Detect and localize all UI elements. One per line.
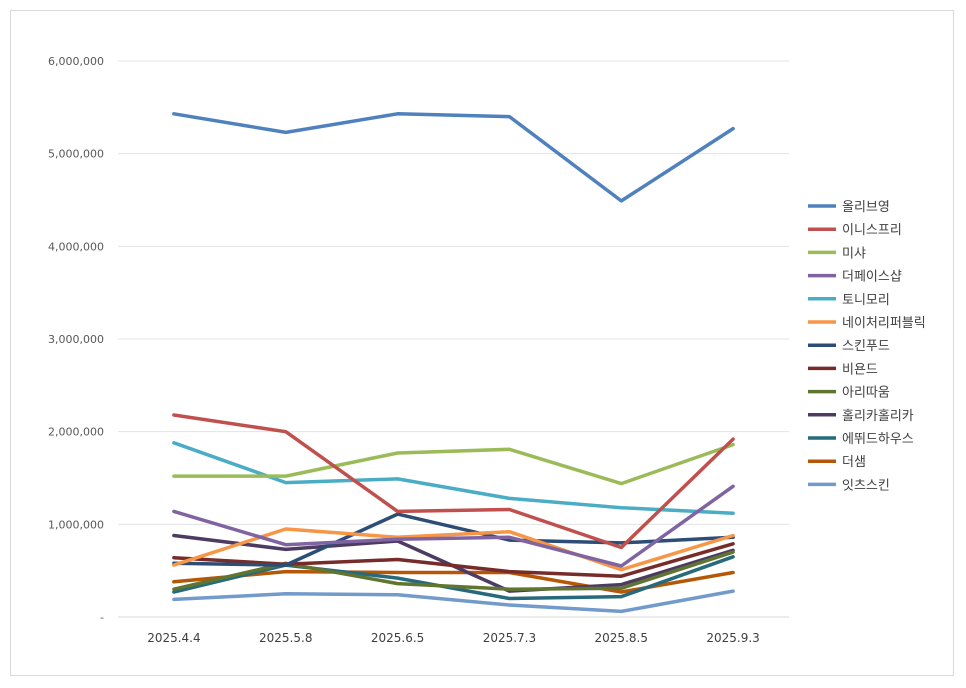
y-tick-label: -: [100, 611, 104, 624]
legend-label: 토니모리: [842, 293, 890, 308]
series-lines: [172, 112, 735, 614]
legend-label: 잇츠스킨: [842, 478, 890, 493]
series-line-6: [172, 527, 735, 572]
series-line-11: [172, 555, 735, 601]
series-line-4: [172, 484, 735, 568]
legend-label: 올리브영: [842, 200, 890, 215]
y-tick-label: 3,000,000: [48, 333, 104, 346]
y-tick-label: 6,000,000: [48, 55, 104, 68]
series-line-2: [172, 413, 735, 550]
series-line-9: [172, 550, 735, 591]
grid-lines: [118, 60, 789, 618]
series-line-13: [172, 589, 735, 614]
legend: 올리브영이니스프리미샤더페이스샵토니모리네이처리퍼블릭스킨푸드비욘드아리따움홀리…: [808, 200, 926, 493]
series-line-7: [172, 512, 735, 567]
legend-label: 더페이스샵: [842, 270, 902, 285]
x-tick-label: 2025.8.5: [595, 631, 648, 645]
series-line-1: [172, 112, 735, 203]
x-tick-label: 2025.7.3: [483, 631, 536, 645]
legend-label: 아리따움: [842, 386, 890, 401]
legend-label: 더샘: [842, 455, 866, 470]
x-tick-label: 2025.5.8: [259, 631, 312, 645]
legend-label: 네이처리퍼블릭: [842, 316, 926, 331]
chart-frame: - 1,000,000 2,000,000 3,000,000 4,000,000 5,0…: [10, 10, 954, 676]
x-tick-label: 2025.6.5: [371, 631, 424, 645]
legend-label: 미샤: [842, 246, 866, 261]
legend-label: 이니스프리: [842, 223, 902, 238]
legend-label: 비욘드: [842, 362, 878, 377]
series-line-5: [172, 441, 735, 515]
y-tick-label: 1,000,000: [48, 518, 104, 531]
x-tick-label: 2025.9.3: [706, 631, 759, 645]
line-chart: - 1,000,000 2,000,000 3,000,000 4,000,000 5,0…: [48, 55, 926, 645]
y-tick-label: 2,000,000: [48, 426, 104, 439]
x-axis: 2025.4.4 2025.5.8 2025.6.5 2025.7.3 2025.8.5…: [147, 631, 760, 645]
y-tick-label: 5,000,000: [48, 148, 104, 161]
series-line-3: [172, 442, 735, 486]
y-axis: - 1,000,000 2,000,000 3,000,000 4,000,000 5,0…: [48, 55, 104, 624]
legend-label: 에뛰드하우스: [842, 432, 914, 447]
y-tick-label: 4,000,000: [48, 240, 104, 253]
legend-label: 스킨푸드: [842, 339, 890, 354]
legend-label: 홀리카홀리카: [842, 409, 914, 424]
x-tick-label: 2025.4.4: [147, 631, 200, 645]
